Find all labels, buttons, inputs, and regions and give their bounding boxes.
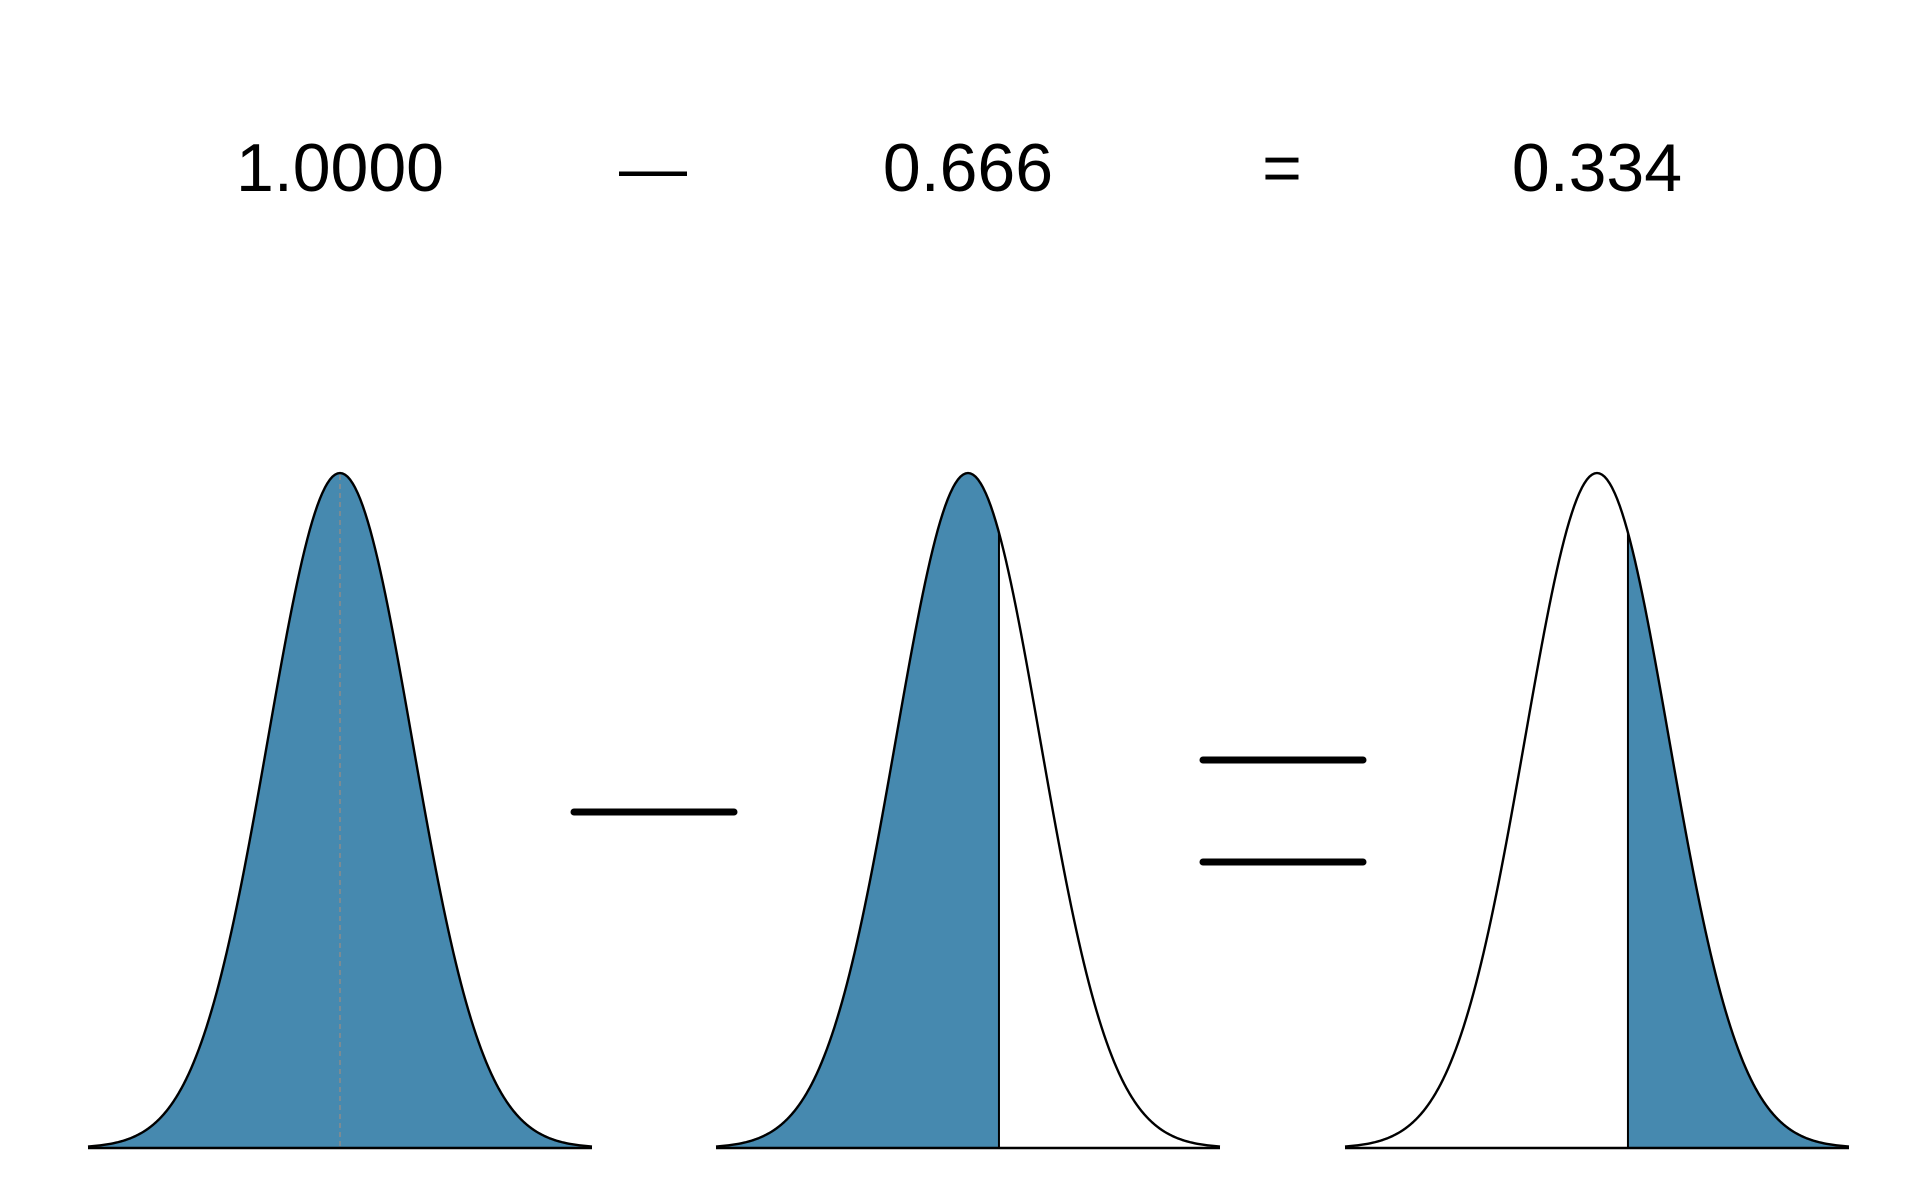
term-1-label: 1.0000 [236, 130, 444, 206]
equals-symbol-label: = [1262, 130, 1302, 206]
curve-total-area [87, 471, 593, 1150]
term-2-label: 0.666 [882, 130, 1054, 206]
result-label: 0.334 [1511, 130, 1683, 206]
curves-layer [87, 471, 1850, 1150]
minus-symbol-label: — [619, 130, 687, 206]
shaded-area-lower-area [716, 473, 999, 1148]
curve-upper-area [1344, 471, 1850, 1150]
curve-lower-area [715, 471, 1221, 1150]
shaded-area-upper-area [1627, 532, 1849, 1148]
equals-operator [1199, 756, 1367, 866]
curve-outline-total-area [87, 471, 593, 1148]
curve-outline-upper-area [1344, 471, 1850, 1148]
curve-outline-lower-area [715, 471, 1221, 1148]
